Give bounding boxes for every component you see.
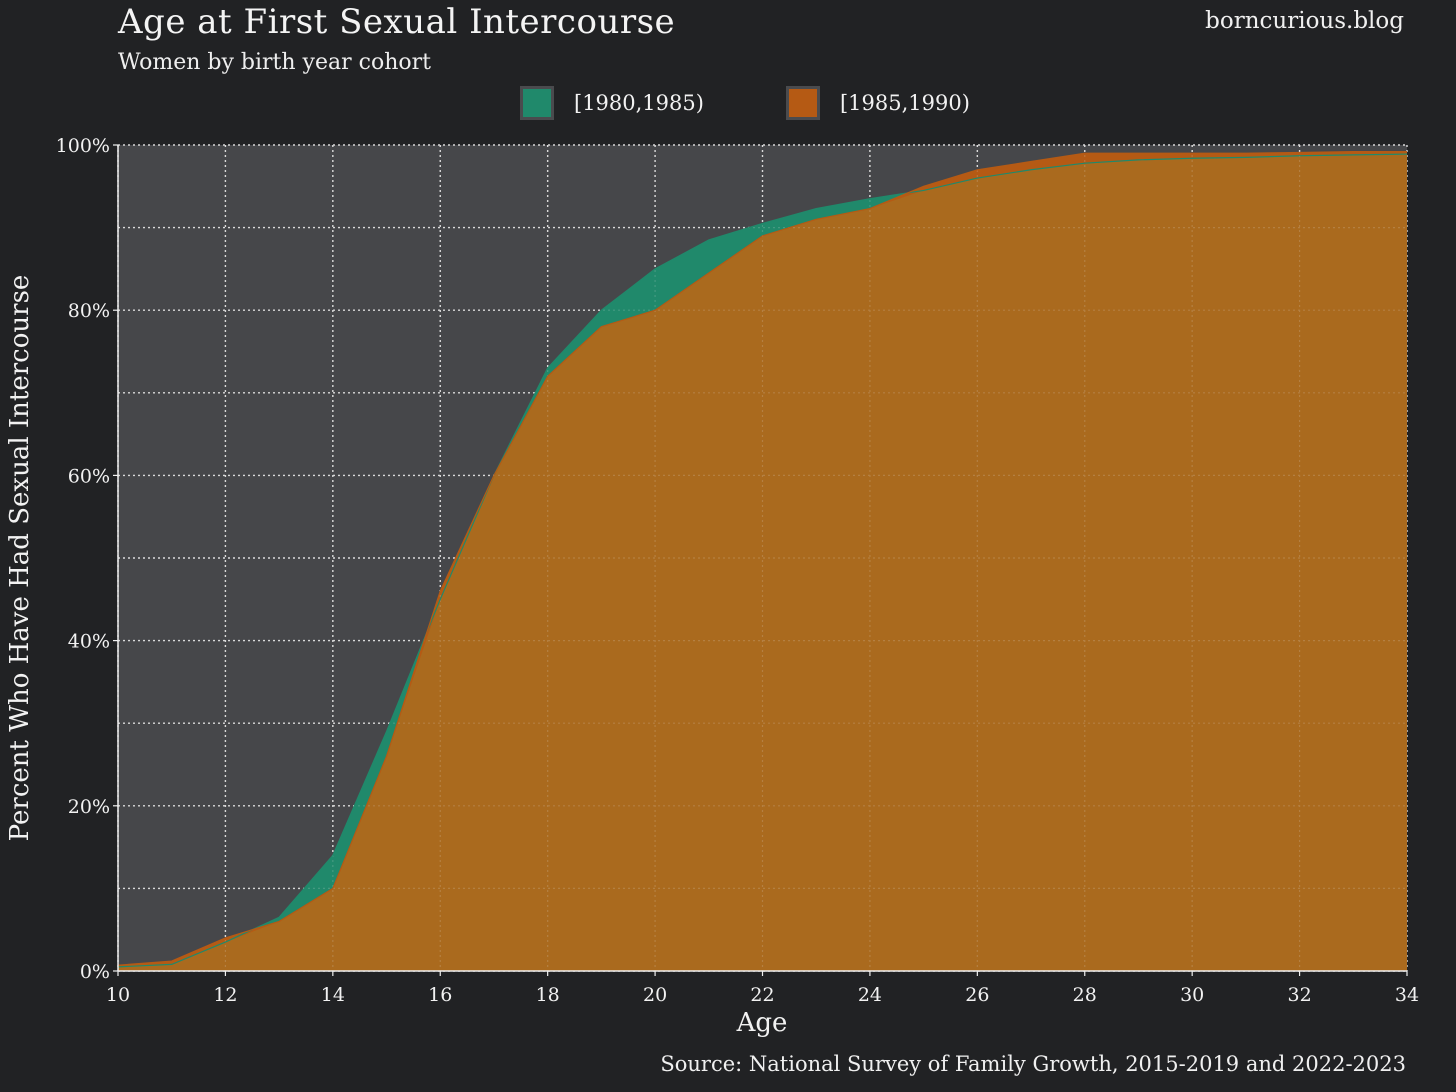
legend-label-1980: [1980,1985) [574,91,704,115]
x-tick-label: 32 [1287,984,1311,1006]
legend: [1980,1985) [1985,1990) [520,86,1052,120]
line-series-1980 [117,153,1408,968]
chart-subtitle: Women by birth year cohort [118,50,431,75]
x-tick-label: 22 [750,984,774,1006]
y-tick-label: 0% [80,961,110,983]
legend-label-1985: [1985,1990) [839,91,970,115]
y-axis-label: Percent Who Have Had Sexual Intercourse [5,274,35,842]
x-tick-label: 18 [536,984,560,1006]
chart-title: Age at First Sexual Intercourse [118,2,676,42]
y-tick-label: 80% [68,300,110,322]
legend-item-1985: [1985,1990) [785,86,970,120]
area-overlap [118,154,1407,971]
x-tick-label: 24 [858,984,882,1006]
x-tick-label: 28 [1073,984,1097,1006]
x-tick-label: 14 [321,984,345,1006]
x-tick-label: 26 [965,984,989,1006]
y-tick-label: 100% [56,135,110,157]
line-series-1985 [117,151,1407,966]
source-note: Source: National Survey of Family Growth… [660,1052,1406,1076]
legend-swatch-1980 [520,86,554,120]
legend-item-1980: [1980,1985) [520,86,704,120]
x-tick-label: 30 [1180,984,1204,1006]
legend-swatch-1985 [785,86,820,120]
x-tick-label: 16 [428,984,452,1006]
brand-label: borncurious.blog [1205,8,1404,34]
y-tick-label: 60% [68,465,110,487]
y-tick-label: 20% [68,796,110,818]
x-tick-label: 20 [643,984,667,1006]
x-axis-label: Age [736,1008,788,1038]
x-tick-label: 12 [213,984,237,1006]
y-tick-label: 40% [68,631,110,653]
x-tick-label: 10 [106,984,130,1006]
x-tick-label: 34 [1395,984,1419,1006]
